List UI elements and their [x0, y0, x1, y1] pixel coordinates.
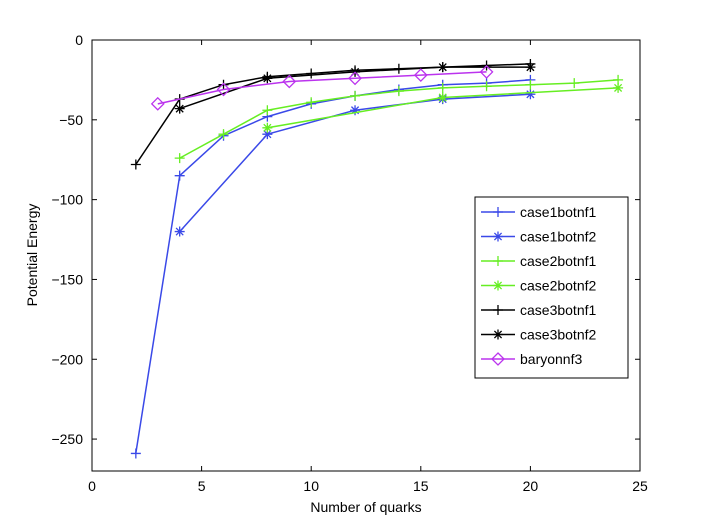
data-point: [613, 82, 624, 93]
series-group: [130, 58, 624, 459]
axis-ticks: 0 5 10 15 20 25 0 −50 −100 −150 −200 −250: [51, 32, 648, 494]
data-point: [525, 79, 536, 90]
legend-entry: case2botnf2: [481, 278, 596, 294]
legend-entry: case3botnf2: [481, 327, 596, 343]
data-point: [306, 68, 317, 79]
legend-entry: case1botnf1: [481, 204, 596, 220]
x-tick-label: 25: [632, 478, 648, 494]
legend-marker: [491, 352, 505, 366]
data-point: [174, 103, 185, 114]
data-point: [262, 105, 273, 116]
legend-label: case1botnf2: [520, 229, 596, 245]
y-tick-label: −150: [51, 271, 83, 287]
y-tick-label: −200: [51, 351, 83, 367]
data-point: [218, 79, 229, 90]
legend-label: case2botnf1: [520, 253, 596, 269]
y-axis-label: Potential Energy: [24, 204, 40, 307]
data-point: [525, 89, 536, 100]
legend-marker: [493, 280, 503, 291]
legend-marker: [493, 256, 503, 266]
legend-marker: [493, 305, 503, 315]
data-point: [150, 96, 165, 111]
legend-marker: [493, 231, 503, 242]
y-tick-label: −50: [59, 112, 83, 128]
legend-label: case2botnf2: [520, 278, 596, 294]
legend-marker: [493, 329, 503, 340]
data-point: [437, 82, 448, 93]
y-tick-label: 0: [75, 32, 83, 48]
legend-entry: baryonnf3: [481, 351, 582, 367]
data-point: [481, 81, 492, 92]
data-point: [413, 68, 428, 83]
series-line: [157, 71, 487, 105]
legend-marker: [493, 207, 503, 217]
data-point: [262, 122, 273, 133]
data-point: [174, 226, 185, 237]
data-point: [174, 170, 185, 181]
series-case2botnf1: [174, 74, 624, 164]
data-point: [262, 73, 273, 84]
data-point: [479, 65, 494, 79]
x-tick-label: 10: [303, 478, 319, 494]
y-tick-label: −100: [51, 192, 83, 208]
data-point: [130, 159, 141, 170]
data-point: [282, 74, 297, 89]
series-line: [135, 79, 531, 454]
x-tick-label: 15: [413, 478, 429, 494]
series-case2botnf2: [262, 82, 624, 133]
x-tick-label: 5: [198, 478, 206, 494]
data-point: [262, 129, 273, 140]
data-point: [130, 448, 141, 459]
series-line: [135, 63, 531, 165]
data-point: [437, 92, 448, 103]
series-baryonnf3: [150, 65, 494, 111]
legend-entry: case1botnf2: [481, 229, 596, 245]
data-point: [306, 97, 317, 108]
data-point: [174, 153, 185, 164]
legend-label: case1botnf1: [520, 204, 596, 220]
x-tick-label: 20: [523, 478, 539, 494]
legend-label: baryonnf3: [520, 351, 582, 367]
data-point: [393, 86, 404, 97]
y-tick-label: −250: [51, 431, 83, 447]
legend-entry: case2botnf1: [481, 253, 596, 269]
x-axis-label: Number of quarks: [310, 499, 421, 515]
legend-label: case3botnf1: [520, 302, 596, 318]
data-point: [350, 90, 361, 101]
data-point: [350, 105, 361, 116]
data-point: [216, 82, 231, 97]
data-point: [437, 62, 448, 73]
data-point: [348, 71, 362, 86]
legend-label: case3botnf2: [520, 327, 596, 343]
data-point: [218, 129, 229, 140]
x-tick-label: 0: [88, 478, 96, 494]
legend-entry: case3botnf1: [481, 302, 596, 318]
data-point: [525, 62, 536, 73]
data-point: [569, 78, 580, 89]
legend: case1botnf1 case1botnf2 case2botnf1 case2bo…: [474, 196, 629, 379]
